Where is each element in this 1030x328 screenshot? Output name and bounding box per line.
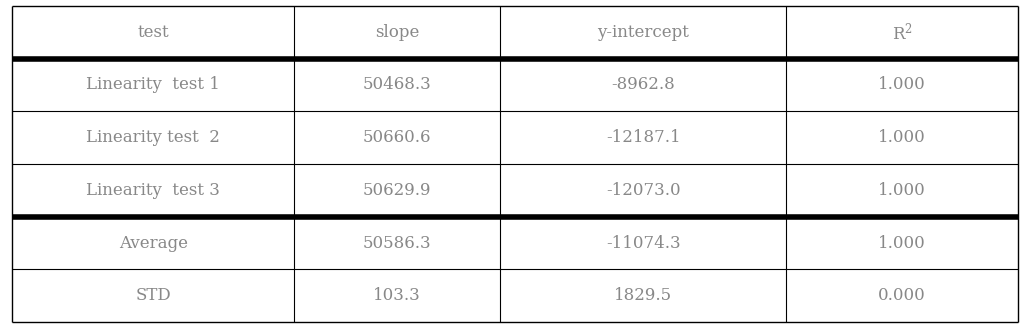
Text: -12073.0: -12073.0 bbox=[606, 182, 681, 199]
Text: -11074.3: -11074.3 bbox=[606, 235, 681, 252]
Text: -12187.1: -12187.1 bbox=[606, 129, 681, 146]
Text: Linearity test  2: Linearity test 2 bbox=[87, 129, 220, 146]
Text: Linearity  test 3: Linearity test 3 bbox=[87, 182, 220, 199]
Text: Linearity  test 1: Linearity test 1 bbox=[87, 76, 220, 93]
Text: 1.000: 1.000 bbox=[879, 182, 926, 199]
Text: 50660.6: 50660.6 bbox=[363, 129, 432, 146]
Text: 1829.5: 1829.5 bbox=[614, 287, 673, 304]
Text: 1.000: 1.000 bbox=[879, 235, 926, 252]
Text: y-intercept: y-intercept bbox=[597, 24, 689, 41]
Text: 50468.3: 50468.3 bbox=[363, 76, 432, 93]
Text: -8962.8: -8962.8 bbox=[611, 76, 675, 93]
Text: test: test bbox=[137, 24, 169, 41]
Text: $\mathregular{R^2}$: $\mathregular{R^2}$ bbox=[892, 21, 913, 43]
Text: 50629.9: 50629.9 bbox=[363, 182, 432, 199]
Text: 1.000: 1.000 bbox=[879, 129, 926, 146]
Text: 1.000: 1.000 bbox=[879, 76, 926, 93]
Text: Average: Average bbox=[118, 235, 187, 252]
Text: slope: slope bbox=[375, 24, 419, 41]
Text: STD: STD bbox=[135, 287, 171, 304]
Text: 0.000: 0.000 bbox=[879, 287, 926, 304]
Text: 103.3: 103.3 bbox=[373, 287, 420, 304]
Text: 50586.3: 50586.3 bbox=[363, 235, 432, 252]
